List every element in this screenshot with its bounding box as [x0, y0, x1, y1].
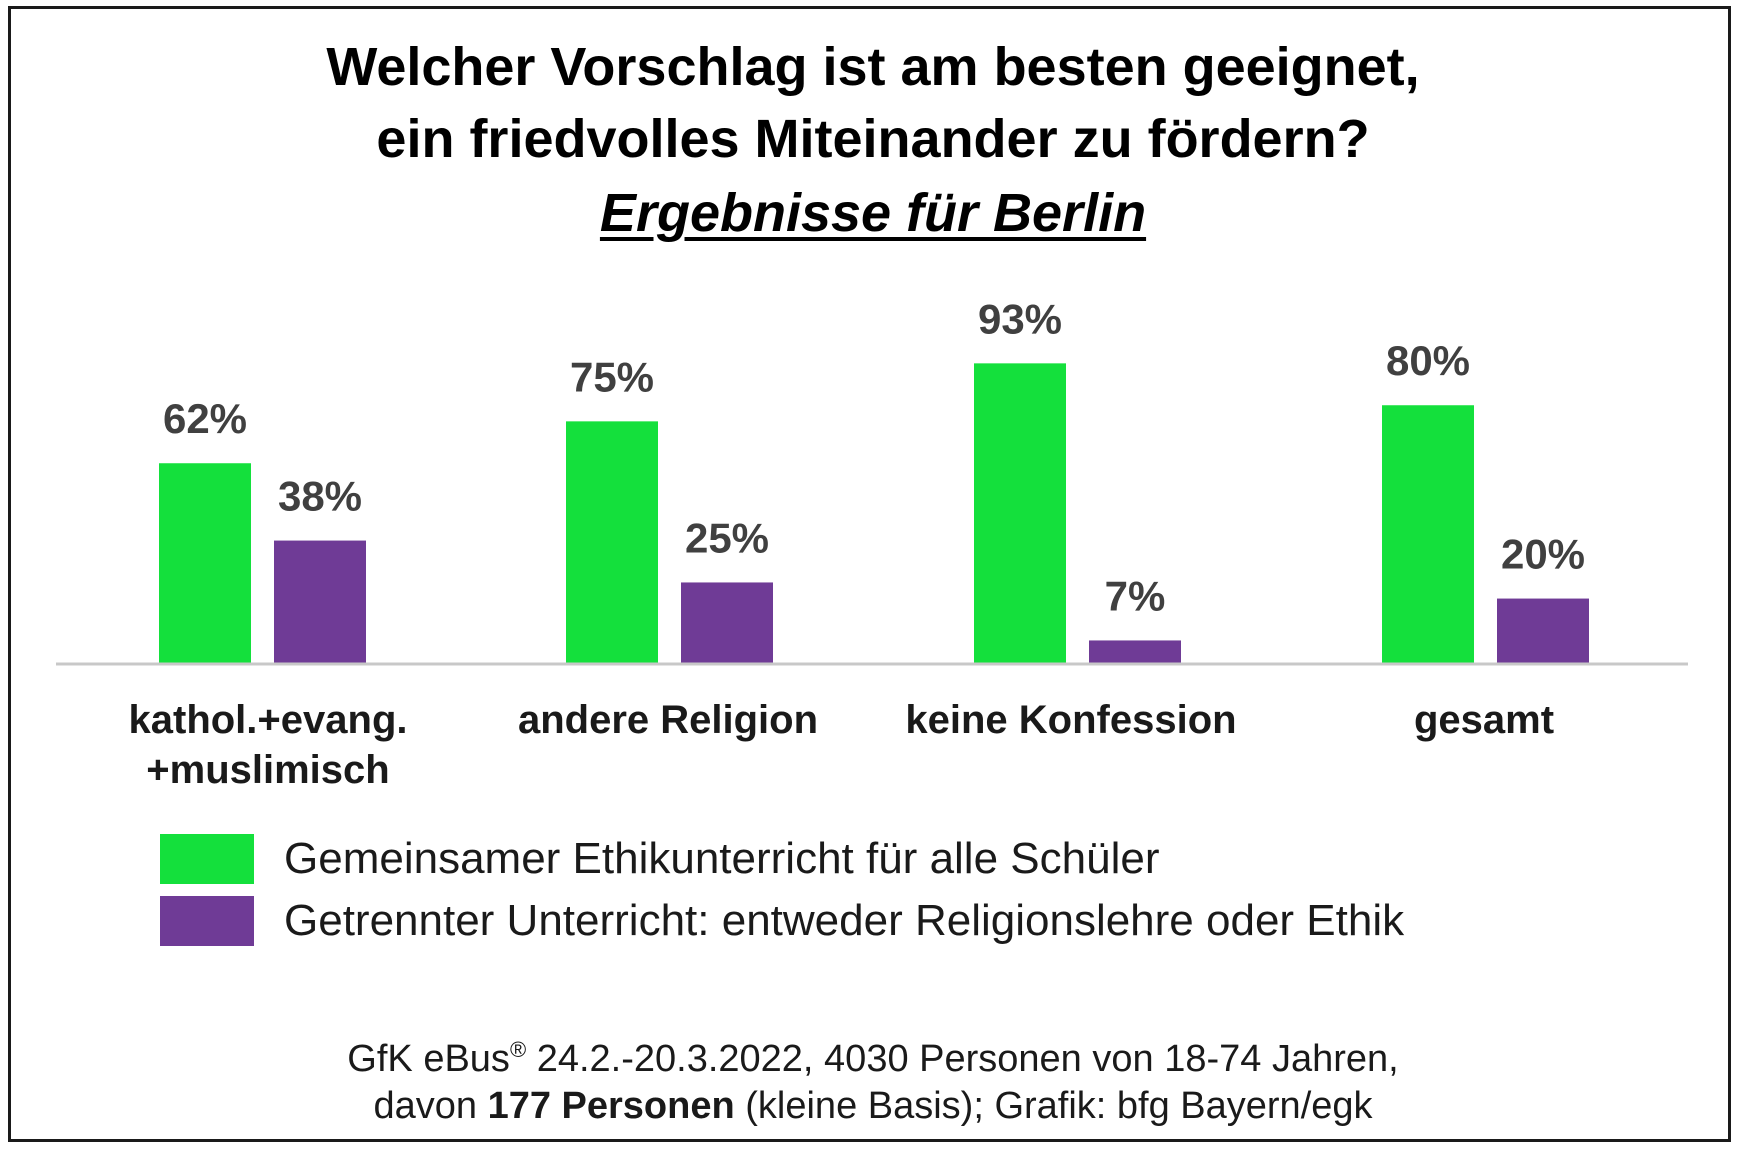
category-label-1-line-2: +muslimisch [146, 748, 389, 792]
legend-swatch-green [160, 834, 254, 884]
chart-title-line-2: ein friedvolles Miteinander zu fördern? [376, 109, 1370, 169]
data-label-series-1-cat-4: 80% [1386, 337, 1470, 384]
bar-series-1-cat-3 [974, 363, 1066, 663]
source-survey-details: 24.2.-20.3.2022, 4030 Personen von 18-74… [526, 1038, 1399, 1080]
data-label-series-2-cat-3: 7% [1105, 572, 1166, 619]
category-label-1-line-1: kathol.+evang. [129, 698, 408, 742]
bar-series-1-cat-1 [159, 463, 251, 663]
source-credit: (kleine Basis); Grafik: bfg Bayern/egk [734, 1085, 1373, 1127]
category-label-4-line-1: gesamt [1414, 698, 1554, 742]
bar-series-2-cat-4 [1497, 598, 1589, 663]
bar-series-1-cat-2 [566, 421, 658, 663]
source-note-line-1: GfK eBus® 24.2.-20.3.2022, 4030 Personen… [0, 1022, 1746, 1087]
category-label-3-line-1: keine Konfession [905, 698, 1236, 742]
data-label-series-2-cat-2: 25% [685, 514, 769, 561]
registered-mark: ® [509, 1037, 527, 1062]
source-note-line-2: davon 177 Personen (kleine Basis); Grafi… [0, 1078, 1746, 1134]
chart-frame [8, 6, 1731, 1142]
data-label-series-1-cat-3: 93% [978, 295, 1062, 342]
chart-subtitle-text: Ergebnisse für Berlin [599, 183, 1147, 243]
legend-swatch-purple [160, 896, 254, 946]
legend-label-series-2: Getrennter Unterricht: entweder Religion… [284, 896, 1405, 945]
data-label-series-2-cat-4: 20% [1501, 531, 1585, 578]
data-label-series-1-cat-1: 62% [163, 395, 247, 442]
bar-series-2-cat-3 [1089, 640, 1181, 663]
source-prefix: davon [373, 1085, 488, 1127]
chart-subtitle: Ergebnisse für Berlin [0, 178, 1746, 248]
data-label-series-1-cat-2: 75% [570, 353, 654, 400]
category-label-2-line-1: andere Religion [518, 698, 818, 742]
source-survey-name: GfK eBus [347, 1038, 510, 1080]
data-label-series-2-cat-1: 38% [278, 473, 362, 520]
legend-label-series-1: Gemeinsamer Ethikunterricht für alle Sch… [284, 834, 1160, 883]
source-sample-size: 177 Personen [487, 1085, 735, 1127]
chart-title-line-1: Welcher Vorschlag ist am besten geeignet… [326, 37, 1420, 97]
bar-chart: 62% 75% 93% 80% 38% 25% 7% 20% kathol.+evang. +mu… [56, 295, 1688, 792]
bar-series-1-cat-4 [1382, 405, 1474, 663]
bar-series-2-cat-1 [274, 540, 366, 663]
bar-series-2-cat-2 [681, 582, 773, 663]
